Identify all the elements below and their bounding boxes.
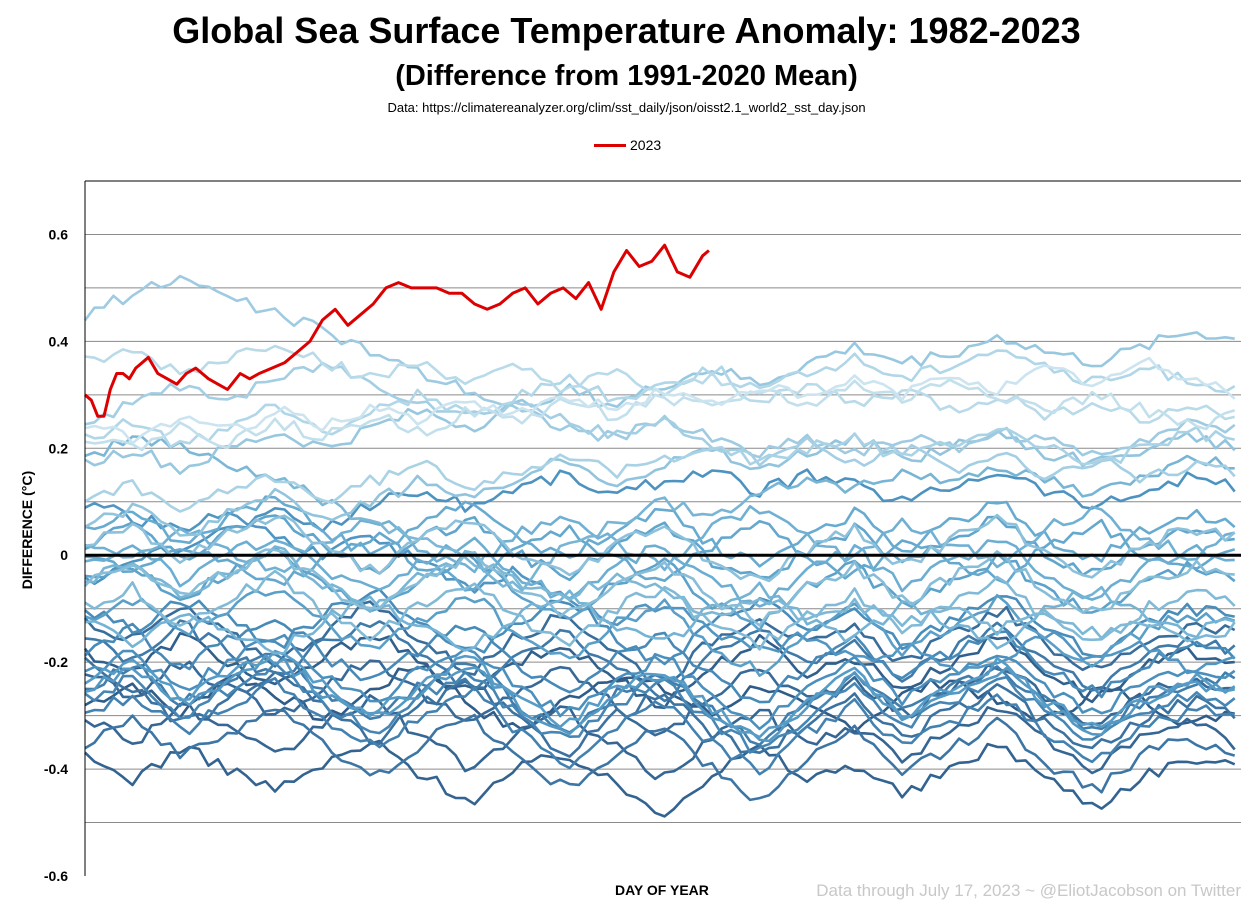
x-axis-label: DAY OF YEAR [615, 882, 709, 898]
series-line-2006 [84, 536, 1235, 608]
series-line-2017 [84, 361, 1236, 484]
chart-title: Global Sea Surface Temperature Anomaly: … [172, 10, 1081, 51]
data-source: Data: https://climatereanalyzer.org/clim… [387, 100, 866, 115]
series-line-1984 [84, 739, 1236, 818]
series-line-2021 [84, 378, 1236, 452]
y-tick-label: 0.4 [49, 333, 69, 349]
series-line-2001 [84, 589, 1236, 678]
series-line-2023 [84, 243, 710, 418]
series-line-2018 [84, 425, 1235, 513]
y-axis-label: DIFFERENCE (°C) [19, 470, 35, 590]
series-line-1983 [83, 631, 1235, 710]
series-line-1989 [84, 708, 1236, 802]
series-line-1991 [84, 652, 1236, 747]
series-line-2008 [84, 581, 1236, 655]
series-line-2000 [84, 649, 1235, 739]
y-tick-label: 0.6 [49, 226, 69, 242]
series-line-2016 [83, 274, 1236, 459]
series-line-2013 [84, 513, 1236, 583]
series-line-1990 [84, 619, 1236, 703]
series-line-2010 [84, 435, 1236, 643]
series-line-1996 [84, 633, 1236, 731]
series-line-2022 [84, 356, 1236, 445]
axes [84, 180, 1241, 876]
series-line-1994 [84, 619, 1236, 704]
y-tick-label: -0.6 [44, 868, 68, 884]
series-line-1986 [84, 659, 1235, 737]
legend-label-2023: 2023 [630, 137, 662, 153]
y-tick-label: 0 [60, 547, 68, 563]
y-tick-label: -0.2 [44, 654, 68, 670]
series-line-1982 [84, 664, 1235, 734]
series-line-2015 [84, 331, 1235, 475]
series-line-1999 [84, 654, 1236, 743]
chart-subtitle: (Difference from 1991-2020 Mean) [395, 60, 858, 92]
legend-swatch-2023 [594, 143, 626, 147]
y-tick-label: -0.4 [44, 761, 68, 777]
series-line-1992 [84, 676, 1235, 776]
series-line-2011 [84, 569, 1236, 651]
highlight-series [84, 243, 710, 418]
y-tick-labels: 0.6 0.4 0.2 0 -0.2 -0.4 -0.6 [44, 226, 68, 884]
legend: 2023 [594, 137, 661, 153]
series-lines [83, 274, 1236, 818]
series-line-2004 [84, 518, 1236, 592]
y-tick-label: 0.2 [49, 440, 69, 456]
series-line-2009 [84, 454, 1235, 613]
series-line-2014 [84, 429, 1236, 537]
series-line-1997 [84, 468, 1236, 586]
series-line-2012 [84, 548, 1235, 627]
series-line-2019 [84, 349, 1236, 449]
series-line-1995 [84, 588, 1235, 666]
credit-text: Data through July 17, 2023 ~ @EliotJacob… [816, 881, 1241, 900]
series-line-2002 [84, 546, 1236, 632]
